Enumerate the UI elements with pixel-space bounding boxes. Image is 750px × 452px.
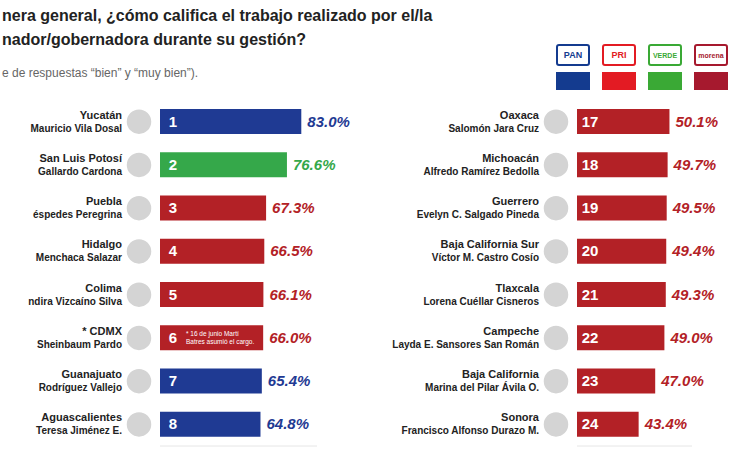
svg-text:43.4%: 43.4%: [644, 415, 688, 432]
svg-text:Salomón Jara Cruz: Salomón Jara Cruz: [448, 123, 539, 134]
svg-text:23: 23: [582, 372, 599, 389]
svg-text:Víctor M. Castro Cosío: Víctor M. Castro Cosío: [432, 252, 539, 263]
svg-text:49.7%: 49.7%: [673, 156, 717, 173]
svg-text:21: 21: [582, 286, 599, 303]
svg-text:49.0%: 49.0%: [669, 329, 713, 346]
svg-text:Puebla: Puebla: [86, 195, 123, 207]
svg-text:Sonora: Sonora: [501, 411, 540, 423]
svg-text:Mauricio Vila Dosal: Mauricio Vila Dosal: [30, 123, 122, 134]
svg-text:Michoacán: Michoacán: [482, 152, 539, 164]
svg-text:7: 7: [169, 372, 177, 389]
svg-text:24: 24: [582, 415, 599, 432]
svg-text:Francisco Alfonso Durazo M.: Francisco Alfonso Durazo M.: [402, 425, 540, 436]
svg-text:76.6%: 76.6%: [293, 156, 336, 173]
html-text:morena: morena: [698, 51, 724, 59]
svg-text:17: 17: [582, 113, 599, 130]
svg-text:18: 18: [582, 156, 599, 173]
svg-text:49.3%: 49.3%: [671, 286, 715, 303]
svg-text:Layda E. Sansores San Román: Layda E. Sansores San Román: [392, 339, 539, 350]
svg-text:Guanajuato: Guanajuato: [61, 368, 122, 380]
svg-text:22: 22: [582, 329, 599, 346]
html-text:nador/gobernadora durante su g: nador/gobernadora durante su gestión?: [2, 31, 306, 48]
svg-text:Hidalgo: Hidalgo: [82, 238, 123, 250]
svg-text:Sheinbaum Pardo: Sheinbaum Pardo: [37, 339, 122, 350]
svg-text:5: 5: [169, 286, 177, 303]
svg-text:49.5%: 49.5%: [672, 199, 716, 216]
svg-text:8: 8: [169, 415, 177, 432]
svg-text:64.8%: 64.8%: [266, 415, 309, 432]
svg-text:* CDMX: * CDMX: [82, 325, 122, 337]
svg-text:66.1%: 66.1%: [269, 286, 312, 303]
html-text:PRI: PRI: [611, 50, 627, 60]
svg-text:50.1%: 50.1%: [675, 113, 718, 130]
svg-text:Campeche: Campeche: [483, 325, 539, 337]
html-text:VERDE: VERDE: [652, 51, 678, 59]
html-text:PAN: PAN: [563, 50, 583, 60]
svg-text:* 16 de junio MartíBatres asum: * 16 de junio MartíBatres asumió el carg…: [186, 330, 254, 346]
svg-text:83.0%: 83.0%: [307, 113, 350, 130]
svg-text:Baja California Sur: Baja California Sur: [441, 238, 540, 250]
svg-text:19: 19: [582, 199, 599, 216]
svg-text:1: 1: [169, 113, 177, 130]
svg-text:3: 3: [169, 199, 177, 216]
svg-text:Aguascalientes: Aguascalientes: [41, 411, 122, 423]
svg-text:20: 20: [582, 242, 599, 259]
svg-text:67.3%: 67.3%: [272, 199, 315, 216]
svg-text:Colima: Colima: [85, 282, 123, 294]
svg-text:Marina del Pilar Ávila O.: Marina del Pilar Ávila O.: [425, 381, 539, 393]
svg-text:Menchaca Salazar: Menchaca Salazar: [36, 252, 122, 263]
svg-text:Teresa Jiménez E.: Teresa Jiménez E.: [36, 425, 122, 436]
svg-text:2: 2: [169, 156, 177, 173]
svg-text:Baja California: Baja California: [462, 368, 540, 380]
html-text:nera general, ¿cómo califica e: nera general, ¿cómo califica el trabajo …: [2, 7, 433, 24]
svg-text:Evelyn C. Salgado Pineda: Evelyn C. Salgado Pineda: [417, 209, 540, 220]
svg-text:6: 6: [169, 329, 177, 346]
svg-text:San Luis Potosí: San Luis Potosí: [39, 152, 122, 164]
svg-text:49.4%: 49.4%: [671, 242, 715, 259]
svg-text:Oaxaca: Oaxaca: [500, 109, 540, 121]
svg-text:66.5%: 66.5%: [270, 242, 313, 259]
svg-text:47.0%: 47.0%: [660, 372, 704, 389]
svg-text:Guerrero: Guerrero: [492, 195, 539, 207]
svg-text:4: 4: [169, 242, 178, 259]
html-text:e de respuestas “bien” y “muy: e de respuestas “bien” y “muy bien”).: [2, 66, 199, 80]
svg-text:65.4%: 65.4%: [268, 372, 311, 389]
svg-text:Alfredo Ramírez Bedolla: Alfredo Ramírez Bedolla: [423, 166, 539, 177]
svg-text:éspedes Peregrina: éspedes Peregrina: [33, 209, 122, 220]
svg-text:Lorena Cuéllar Cisneros: Lorena Cuéllar Cisneros: [423, 296, 539, 307]
svg-text:66.0%: 66.0%: [269, 329, 312, 346]
svg-text:Tlaxcala: Tlaxcala: [496, 282, 540, 294]
svg-text:Yucatán: Yucatán: [80, 109, 122, 121]
svg-text:ndira Vizcaíno Silva: ndira Vizcaíno Silva: [28, 296, 122, 307]
svg-text:Gallardo Cardona: Gallardo Cardona: [38, 166, 122, 177]
svg-text:Rodríguez Vallejo: Rodríguez Vallejo: [39, 382, 122, 393]
